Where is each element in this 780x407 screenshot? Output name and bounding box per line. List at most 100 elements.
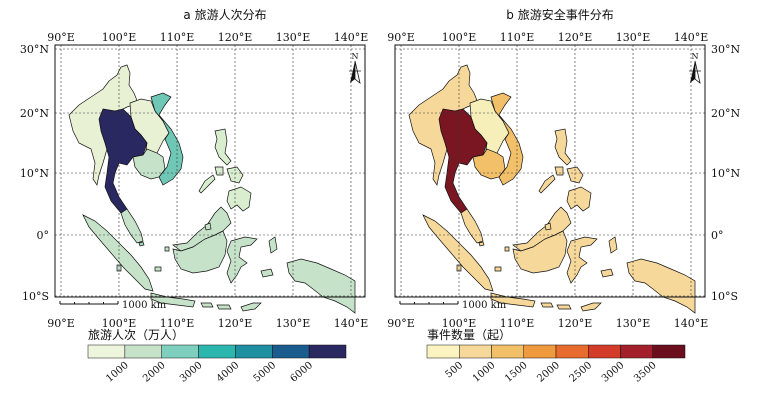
country-cambodia [132, 148, 166, 180]
legend-swatch [87, 344, 126, 359]
country-indonesia [116, 264, 122, 272]
legend-tick-label: 2500 [568, 360, 595, 385]
country-philippines [226, 186, 252, 212]
lon-tick-label: 90°E [387, 31, 415, 44]
legend-tick-label: 2000 [141, 360, 168, 385]
lon-tick-label: 130°E [276, 317, 311, 330]
north-arrow-icon: N [688, 52, 702, 84]
lon-tick-label: 140°E [674, 317, 709, 330]
legend-a: 旅游人次（万人） 1000 2000 3000 4000 5000 6000 [87, 328, 347, 385]
legend-swatch [124, 344, 162, 359]
map-panel-b: b 旅游安全事件分布 90°E 100°E 110°E 120°E 130°E 140°E… [387, 7, 740, 330]
country-philippines [214, 166, 224, 176]
lon-tick-label: 140°E [334, 317, 369, 330]
lat-tick-label: 20°N [711, 107, 740, 120]
country-brunei [544, 222, 552, 231]
legend-b-swatches [426, 344, 686, 359]
country-indonesia [154, 266, 162, 272]
country-philippines [214, 128, 232, 166]
legend-swatch [652, 344, 686, 359]
lon-tick-label: 110°E [500, 31, 535, 44]
country-thailand [98, 108, 148, 214]
legend-swatch [272, 344, 310, 359]
country-indonesia [456, 264, 462, 272]
lon-tick-label: 100°E [102, 317, 137, 330]
map-b-countries [408, 64, 696, 314]
north-arrow-icon: N [348, 52, 362, 84]
country-indonesia [556, 304, 572, 310]
legend-tick-label: 4000 [215, 360, 242, 385]
map-panel-a: a 旅游人次分布 90°E 100°E 110°E 120°E 130°E 140°E 9… [20, 8, 368, 330]
legend-tick-label: 5000 [252, 360, 279, 385]
legend-tick-label: 3500 [632, 360, 659, 385]
legend-tick-label: 1500 [503, 360, 530, 385]
map-b-lon-bottom: 90°E 100°E 110°E 120°E 130°E 140°E [387, 317, 708, 330]
lon-tick-label: 120°E [218, 317, 253, 330]
country-malaysia [120, 208, 144, 244]
legend-swatch [459, 344, 492, 359]
country-philippines [554, 128, 572, 166]
legend-tick-label: 6000 [289, 360, 316, 385]
country-indonesia [600, 268, 614, 278]
map-a-title: a 旅游人次分布 [183, 8, 266, 22]
legend-swatch [235, 344, 273, 359]
lat-tick-label: 10°S [22, 290, 49, 303]
country-singapore [478, 241, 485, 247]
lat-tick-label: 30°N [20, 43, 49, 56]
map-b-lon-top: 90°E 100°E 110°E 120°E 130°E 140°E [387, 31, 708, 44]
lon-tick-label: 110°E [160, 317, 195, 330]
legend-swatch [161, 344, 199, 359]
lon-tick-label: 100°E [442, 317, 477, 330]
country-indonesia [504, 246, 510, 252]
scale-bar: 1000 km [399, 300, 507, 311]
lon-tick-label: 100°E [442, 31, 477, 44]
lon-tick-label: 90°E [47, 31, 75, 44]
country-brunei [204, 222, 212, 231]
country-indonesia [494, 266, 502, 272]
legend-tick-label: 500 [443, 360, 465, 381]
country-indonesia [268, 236, 278, 254]
legend-tick-label: 1000 [104, 360, 131, 385]
legend-swatch [620, 344, 653, 359]
map-b-graticule [395, 45, 705, 297]
country-philippines [554, 166, 564, 176]
country-indonesia [626, 258, 696, 314]
lat-tick-label: 0° [37, 229, 50, 242]
country-indonesia [216, 304, 232, 310]
map-a-lon-bottom: 90°E 100°E 110°E 120°E 130°E 140°E [47, 317, 368, 330]
lat-tick-label: 0° [711, 229, 724, 242]
lon-tick-label: 90°E [47, 317, 75, 330]
country-timor [240, 302, 262, 312]
country-indonesia [286, 258, 356, 314]
lon-tick-label: 110°E [500, 317, 535, 330]
country-indonesia [226, 236, 258, 284]
country-indonesia [260, 268, 274, 278]
legend-swatch [523, 344, 557, 359]
legend-swatch [426, 344, 460, 359]
map-a-lat-left: 30°N 20°N 10°N 0° 10°S [20, 43, 49, 303]
lon-tick-label: 90°E [387, 317, 415, 330]
legend-swatch [491, 344, 524, 359]
lon-tick-label: 130°E [276, 31, 311, 44]
lon-tick-label: 120°E [558, 317, 593, 330]
map-a-frame [54, 44, 366, 298]
legend-tick-label: 2000 [535, 360, 562, 385]
lat-tick-label: 10°S [711, 290, 738, 303]
lon-tick-label: 110°E [160, 31, 195, 44]
legend-swatch [588, 344, 621, 359]
lon-tick-label: 120°E [218, 31, 253, 44]
country-thailand [438, 108, 488, 214]
lon-tick-label: 100°E [102, 31, 137, 44]
country-vietnam [150, 92, 184, 186]
legend-swatch [198, 344, 236, 359]
country-indonesia [422, 214, 494, 292]
legend-swatch [555, 344, 589, 359]
scale-bar: 1000 km [59, 300, 167, 311]
country-cambodia [472, 148, 506, 180]
legend-tick-label: 1000 [471, 360, 498, 385]
lat-tick-label: 10°N [20, 167, 49, 180]
country-philippines [538, 174, 556, 194]
legend-a-title: 旅游人次（万人） [88, 328, 184, 342]
map-b-title: b 旅游安全事件分布 [506, 7, 613, 22]
legend-tick-label: 3000 [178, 360, 205, 385]
